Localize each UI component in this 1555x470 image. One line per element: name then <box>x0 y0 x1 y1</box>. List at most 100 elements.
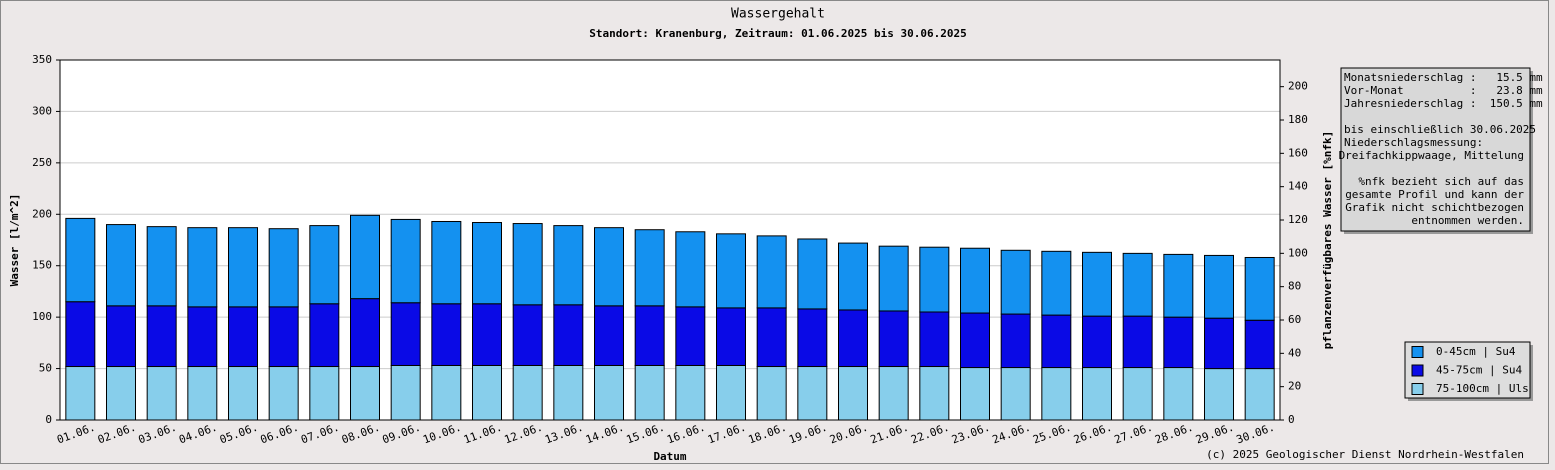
bar-segment <box>1082 367 1112 421</box>
bar-segment <box>268 366 299 421</box>
bar-segment <box>797 308 828 368</box>
y-tick-label: 100 <box>32 310 52 323</box>
bar-segment <box>1163 253 1194 318</box>
bar-segment <box>1204 254 1234 319</box>
bar-segment <box>1122 367 1153 421</box>
bar-segment <box>1041 250 1072 316</box>
bar-segment <box>878 245 909 312</box>
info-line: bis einschließlich 30.06.2025 <box>1344 123 1536 136</box>
legend-swatch <box>1411 364 1424 377</box>
bar-segment <box>553 364 584 421</box>
bar-segment <box>268 228 299 308</box>
bar-segment <box>106 366 136 421</box>
chart-title: Wassergehalt <box>731 7 825 22</box>
y2-tick-label: 20 <box>1288 380 1301 393</box>
bar-segment <box>390 364 421 421</box>
legend-label: 45-75cm | Su4 <box>1436 364 1522 377</box>
bar-segment <box>309 225 340 305</box>
bar-segment <box>960 367 990 421</box>
bar-segment <box>797 366 828 421</box>
bar-segment <box>228 366 258 421</box>
bar-segment <box>431 220 462 305</box>
bar-segment <box>268 306 299 368</box>
bar-segment <box>594 227 624 307</box>
bar-segment <box>106 224 136 307</box>
bar-segment <box>838 309 868 368</box>
bar-segment <box>675 364 706 421</box>
bar-segment <box>350 214 380 300</box>
bar-segment <box>146 305 177 368</box>
bar-segment <box>960 312 990 369</box>
y2-tick-label: 200 <box>1288 80 1308 93</box>
legend-label: 75-100cm | Uls <box>1436 382 1529 395</box>
chart-subtitle: Standort: Kranenburg, Zeitraum: 01.06.20… <box>589 27 967 40</box>
plot-border <box>59 59 1281 421</box>
info-line: Monatsniederschlag : 15.5 mm <box>1344 71 1543 84</box>
bar-segment <box>309 366 340 421</box>
bar-segment <box>1041 314 1072 369</box>
bar-segment <box>187 366 218 421</box>
bar-segment <box>512 223 543 306</box>
bar-segment <box>1082 251 1112 317</box>
info-line: entnommen werden. <box>1411 214 1524 227</box>
bar-segment <box>919 246 950 313</box>
bar-segment <box>65 366 96 421</box>
y-tick-label: 0 <box>45 413 52 426</box>
bar-segment <box>146 226 177 307</box>
y-tick-label: 150 <box>32 259 52 272</box>
bar-segment <box>65 301 96 368</box>
y-axis-label: Wasser [l/m^2] <box>8 194 21 287</box>
info-line: Grafik nicht schichtbezogen <box>1345 201 1524 214</box>
bar-segment <box>878 366 909 421</box>
bar-segment <box>1163 316 1194 369</box>
bar-segment <box>472 364 502 421</box>
legend-swatch <box>1411 346 1424 358</box>
info-line: Niederschlagsmessung: <box>1344 136 1483 149</box>
y-tick-label: 250 <box>32 156 52 169</box>
bar-segment <box>390 218 421 304</box>
bar-segment <box>716 233 746 309</box>
info-line: %nfk bezieht sich auf das <box>1358 175 1524 188</box>
info-line: Jahresniederschlag : 150.5 mm <box>1344 97 1543 110</box>
legend-box <box>1404 341 1531 399</box>
bar-segment <box>756 307 787 368</box>
bar-segment <box>1122 252 1153 317</box>
bar-segment <box>634 229 665 307</box>
bar-segment <box>187 227 218 308</box>
y2-tick-label: 80 <box>1288 280 1301 293</box>
y2-tick-label: 180 <box>1288 113 1308 126</box>
y2-tick-label: 160 <box>1288 146 1308 159</box>
bar-segment <box>472 222 502 305</box>
y-tick-label: 200 <box>32 207 52 220</box>
bar-segment <box>1000 249 1031 315</box>
y2-tick-label: 140 <box>1288 180 1308 193</box>
bar-segment <box>228 227 258 308</box>
bar-segment <box>1244 319 1275 370</box>
bar-segment <box>716 364 746 421</box>
bar-segment <box>431 303 462 366</box>
bar-segment <box>1163 367 1194 421</box>
y2-tick-label: 40 <box>1288 346 1301 359</box>
bar-segment <box>838 366 868 421</box>
bar-segment <box>1204 317 1234 370</box>
bar-segment <box>512 364 543 421</box>
bar-segment <box>716 307 746 366</box>
bar-segment <box>634 364 665 421</box>
bar-segment <box>1204 368 1234 421</box>
bar-segment <box>553 304 584 366</box>
bar-segment <box>594 364 624 421</box>
bar-segment <box>1244 368 1275 421</box>
y2-tick-label: 0 <box>1288 413 1295 426</box>
bar-segment <box>675 231 706 308</box>
bar-segment <box>512 304 543 366</box>
info-line: Vor-Monat : 23.8 mm <box>1344 84 1543 97</box>
bar-segment <box>594 305 624 366</box>
bar-segment <box>1041 367 1072 421</box>
legend-swatch <box>1411 383 1424 395</box>
info-line: Dreifachkippwaage, Mittelung <box>1339 149 1524 162</box>
plot-area <box>59 59 1281 421</box>
bar-segment <box>1082 315 1112 369</box>
bar-segment <box>919 366 950 421</box>
info-box <box>1340 67 1531 232</box>
